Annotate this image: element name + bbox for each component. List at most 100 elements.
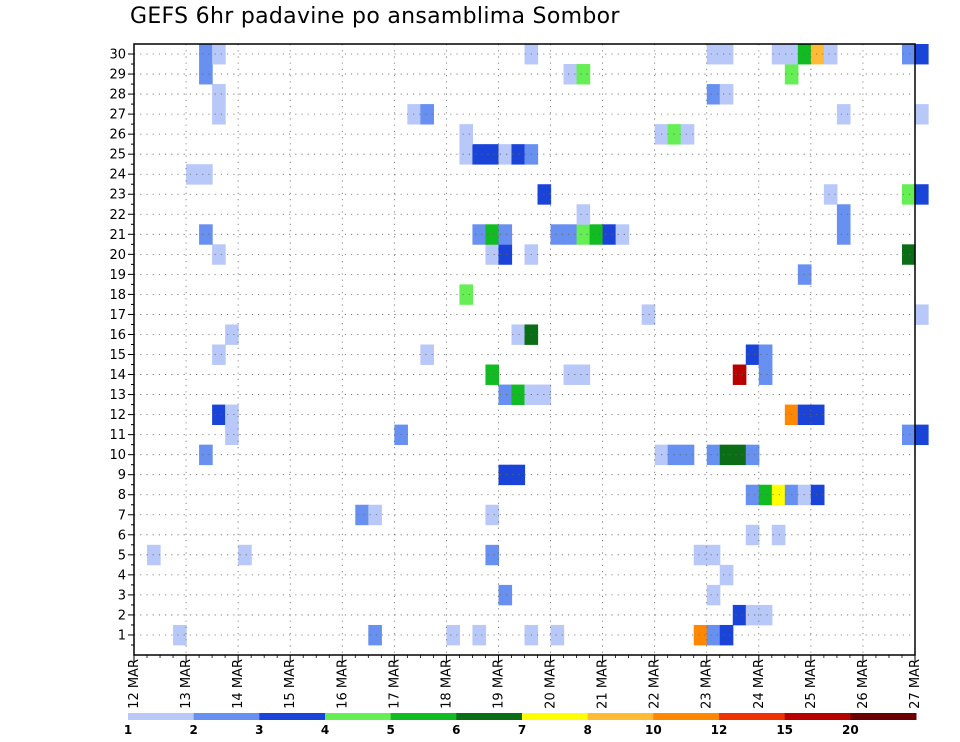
precip-cell (225, 404, 239, 426)
precip-cell (199, 444, 213, 466)
precip-cell (199, 164, 213, 185)
precip-cell (212, 244, 226, 265)
precip-cell (212, 84, 226, 105)
precip-cell (745, 604, 760, 626)
precip-cell (225, 324, 239, 345)
precip-cell (355, 504, 369, 526)
precip-cell (745, 524, 760, 546)
precip-cell (576, 64, 591, 85)
precip-cell (810, 484, 825, 506)
y-tick-label: 10 (109, 448, 126, 463)
precip-cell (576, 204, 591, 225)
precip-cell (719, 44, 734, 65)
y-tick-label: 24 (109, 168, 126, 183)
precip-cell (147, 544, 161, 566)
x-tick-label: 13 MAR (179, 659, 194, 709)
x-tick-label: 20 MAR (544, 659, 559, 709)
colorbar-label: 2 (189, 723, 197, 737)
precip-cell (602, 224, 617, 245)
precip-cell (693, 544, 708, 566)
colorbar-label: 3 (255, 723, 263, 737)
y-tick-label: 17 (109, 308, 126, 323)
y-tick-label: 16 (109, 328, 126, 343)
precip-cell (641, 304, 656, 325)
precip-cell (901, 244, 916, 265)
precip-cell (915, 424, 929, 446)
y-tick-label: 30 (109, 48, 126, 63)
precip-cell (745, 444, 760, 466)
y-tick-label: 9 (118, 468, 126, 483)
x-tick-label: 23 MAR (700, 659, 715, 709)
precip-cell (745, 484, 760, 506)
precip-cell (915, 304, 929, 325)
precip-cell (212, 344, 226, 365)
precip-cell (550, 224, 565, 245)
precip-cell (745, 344, 760, 365)
precip-cell (212, 104, 226, 125)
y-tick-label: 7 (118, 508, 126, 523)
y-tick-label: 4 (118, 568, 126, 583)
colorbar-label: 20 (842, 723, 859, 737)
y-tick-label: 5 (118, 548, 126, 563)
precip-cell (758, 604, 773, 626)
y-tick-label: 19 (109, 268, 126, 283)
precip-cell (771, 484, 786, 506)
precip-cell (563, 224, 578, 245)
precip-cell (199, 44, 213, 65)
colorbar-segment (193, 713, 260, 720)
precip-cell (498, 224, 513, 245)
precip-cell (719, 84, 734, 105)
precip-cell (576, 224, 591, 245)
x-tick-label: 26 MAR (856, 659, 871, 709)
precip-cell (901, 424, 916, 446)
x-tick-label: 27 MAR (908, 659, 923, 709)
x-tick-label: 22 MAR (648, 659, 663, 709)
colorbar-segment (850, 713, 917, 720)
y-tick-label: 29 (109, 68, 126, 83)
precip-cell (810, 404, 825, 426)
x-tick-label: 17 MAR (387, 659, 402, 709)
precip-cell (836, 224, 851, 245)
x-tick-label: 18 MAR (439, 659, 454, 709)
precip-cell (173, 624, 187, 646)
precip-cell (732, 444, 747, 466)
y-tick-label: 8 (118, 488, 126, 503)
precip-cell (472, 224, 487, 245)
colorbar-segment (325, 713, 392, 720)
y-tick-label: 12 (109, 408, 126, 423)
precip-cell (915, 104, 929, 125)
y-tick-label: 6 (118, 528, 126, 543)
precip-cell (485, 544, 500, 566)
y-tick-label: 25 (109, 148, 126, 163)
y-tick-label: 22 (109, 208, 126, 223)
colorbar-label: 12 (711, 723, 728, 737)
precip-cell (693, 624, 708, 646)
y-tick-label: 28 (109, 88, 126, 103)
precip-cell (576, 364, 591, 385)
precip-cell (472, 624, 487, 646)
y-tick-label: 11 (109, 428, 126, 443)
precip-cell (758, 364, 773, 385)
x-tick-label: 14 MAR (231, 659, 246, 709)
precip-cell (823, 44, 838, 65)
precip-cell (915, 184, 929, 205)
y-tick-label: 23 (109, 188, 126, 203)
precip-cell (550, 624, 565, 646)
colorbar-segment (587, 713, 654, 720)
precip-cell (771, 524, 786, 546)
colorbar-label: 6 (452, 723, 460, 737)
precip-cell (212, 404, 226, 426)
precip-cell (810, 44, 825, 65)
precip-cell (511, 144, 526, 165)
colorbar-segment (784, 713, 851, 720)
y-tick-label: 13 (109, 388, 126, 403)
precip-cell (706, 624, 721, 646)
precip-cell (420, 104, 434, 125)
precip-cell (511, 384, 526, 405)
x-tick-label: 24 MAR (752, 659, 767, 709)
y-tick-label: 1 (118, 628, 126, 643)
precip-cell (901, 184, 916, 205)
precip-cell (836, 104, 851, 125)
colorbar-label: 8 (583, 723, 591, 737)
